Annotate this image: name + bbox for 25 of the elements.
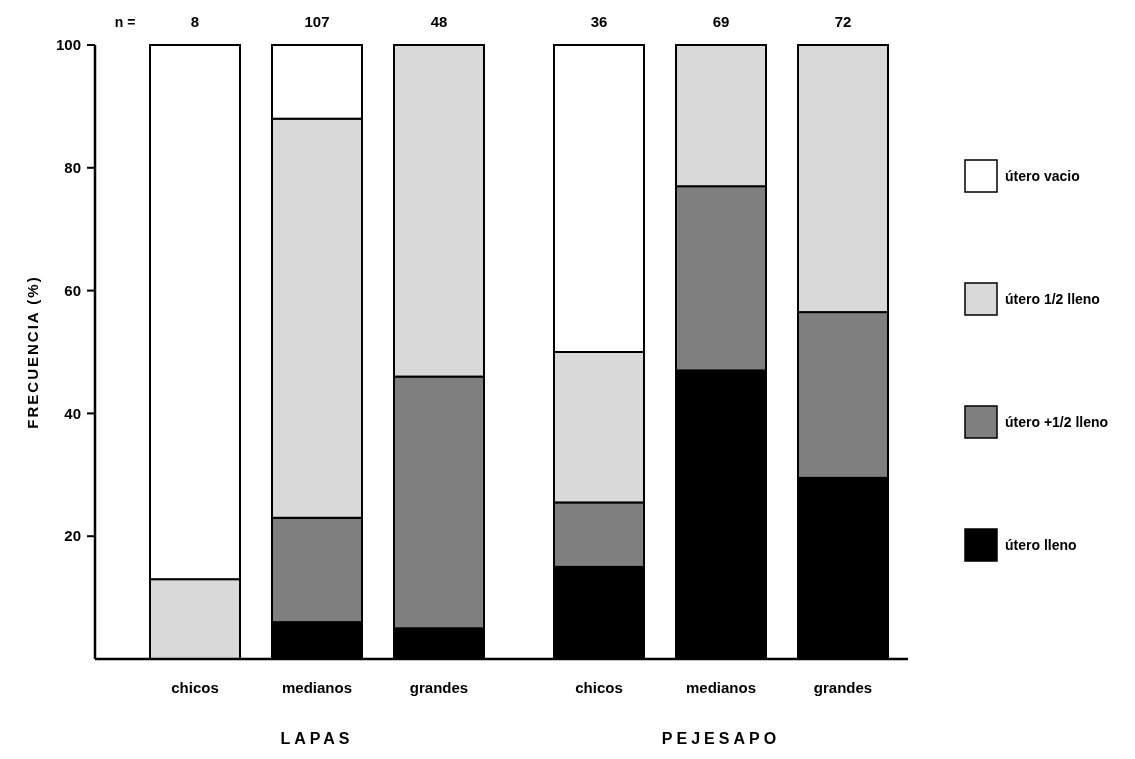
text: 69 (712, 13, 730, 30)
text: 107 (304, 13, 330, 30)
legend-label: útero lleno (1005, 536, 1077, 553)
y-tick-label: 100 (55, 36, 81, 54)
text: 8 (190, 13, 200, 30)
text: n = (114, 14, 136, 30)
text: 36 (590, 13, 608, 30)
y-tick-label: 60 (64, 281, 81, 299)
text: PEJESAPO (661, 730, 781, 747)
text: 48 (430, 13, 448, 30)
x-tick-label: medianos (685, 679, 757, 696)
legend-label: útero 1/2 lleno (1005, 290, 1100, 307)
y-tick-label: 20 (64, 527, 81, 545)
x-tick-label: medianos (281, 679, 353, 696)
legend-label: útero +1/2 lleno (1005, 413, 1109, 430)
y-tick-label: 40 (64, 404, 81, 422)
y-axis-title: FRECUENCIA (%) (24, 275, 41, 429)
text: LAPAS (280, 730, 354, 747)
text: 72 (834, 13, 852, 30)
legend-label: útero vacio (1005, 167, 1080, 184)
x-tick-label: chicos (575, 679, 623, 696)
y-tick-label: 80 (64, 159, 81, 177)
x-tick-label: grandes (409, 679, 469, 696)
x-tick-label: grandes (813, 679, 873, 696)
x-tick-label: chicos (171, 679, 219, 696)
